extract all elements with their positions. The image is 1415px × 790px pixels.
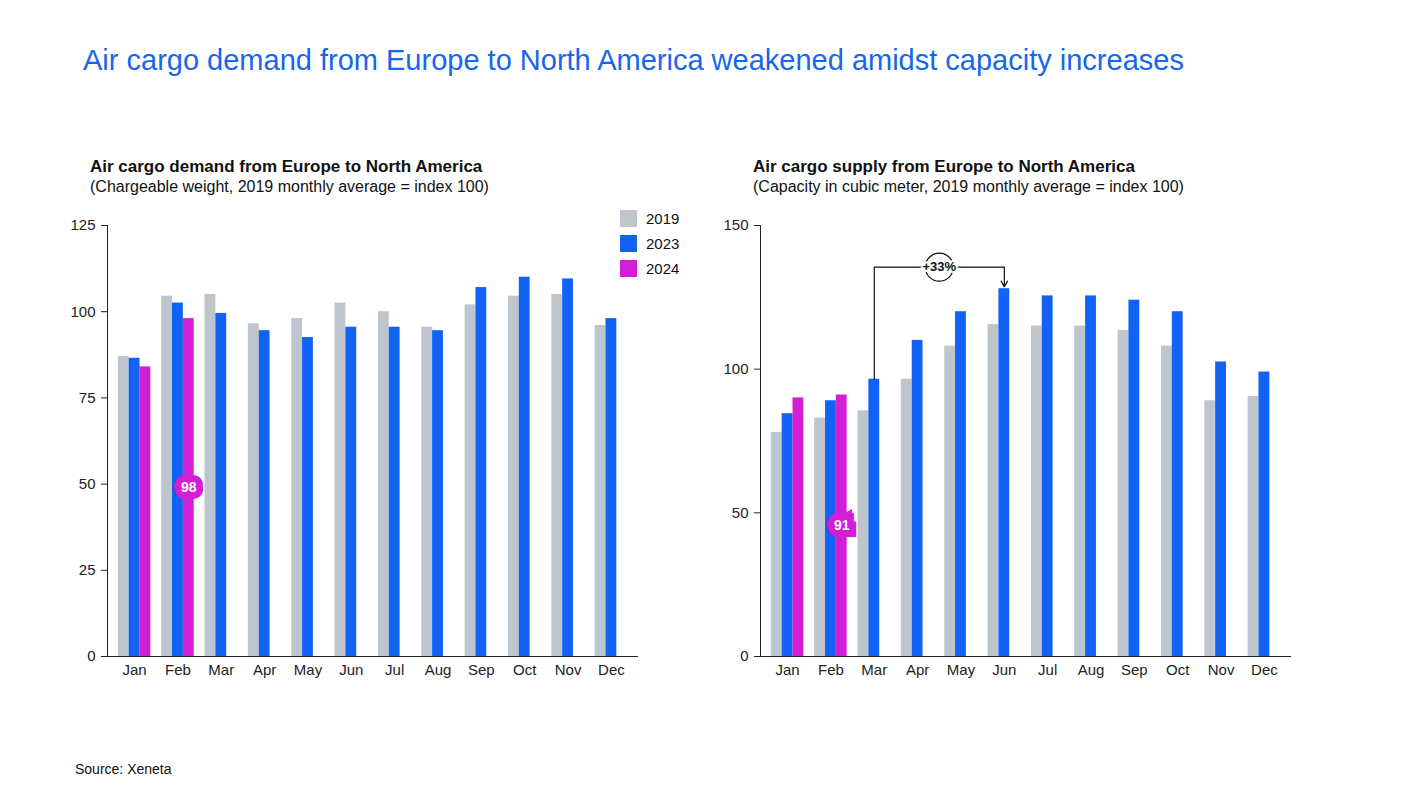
svg-text:Jan: Jan bbox=[122, 661, 146, 678]
svg-text:150: 150 bbox=[723, 216, 748, 233]
svg-text:125: 125 bbox=[70, 216, 95, 233]
svg-text:75: 75 bbox=[79, 389, 96, 406]
svg-text:Feb: Feb bbox=[818, 661, 844, 678]
svg-text:+33%: +33% bbox=[922, 259, 956, 274]
svg-text:Apr: Apr bbox=[253, 661, 276, 678]
html-text:Air cargo supply from Europe t: Air cargo supply from Europe to North Am… bbox=[753, 157, 1135, 176]
svg-text:Aug: Aug bbox=[425, 661, 452, 678]
svg-text:Nov: Nov bbox=[555, 661, 582, 678]
svg-text:25: 25 bbox=[79, 561, 96, 578]
svg-text:0: 0 bbox=[740, 647, 748, 664]
svg-text:91: 91 bbox=[834, 517, 850, 533]
svg-text:Jul: Jul bbox=[385, 661, 404, 678]
svg-text:Aug: Aug bbox=[1078, 661, 1105, 678]
svg-text:Apr: Apr bbox=[906, 661, 929, 678]
svg-text:Sep: Sep bbox=[468, 661, 495, 678]
svg-text:Feb: Feb bbox=[165, 661, 191, 678]
svg-text:May: May bbox=[947, 661, 976, 678]
svg-text:Jun: Jun bbox=[339, 661, 363, 678]
html-text:(Chargeable weight, 2019 month: (Chargeable weight, 2019 monthly average… bbox=[90, 178, 489, 195]
svg-text:Dec: Dec bbox=[1251, 661, 1278, 678]
html-text:2023: 2023 bbox=[646, 235, 680, 252]
svg-text:98: 98 bbox=[181, 479, 197, 495]
html-text:Air cargo demand from Europe t: Air cargo demand from Europe to North Am… bbox=[83, 44, 1184, 76]
svg-text:Oct: Oct bbox=[1166, 661, 1190, 678]
html-text:Source: Xeneta: Source: Xeneta bbox=[75, 761, 172, 777]
svg-text:0: 0 bbox=[87, 647, 95, 664]
svg-text:Mar: Mar bbox=[208, 661, 234, 678]
html-text:2019: 2019 bbox=[646, 210, 680, 227]
svg-text:100: 100 bbox=[70, 303, 95, 320]
html-text:(Capacity in cubic meter, 2019: (Capacity in cubic meter, 2019 monthly a… bbox=[753, 178, 1184, 195]
svg-text:50: 50 bbox=[79, 475, 96, 492]
svg-text:Jan: Jan bbox=[775, 661, 799, 678]
svg-text:100: 100 bbox=[723, 360, 748, 377]
svg-text:Oct: Oct bbox=[513, 661, 537, 678]
svg-text:Nov: Nov bbox=[1208, 661, 1235, 678]
svg-text:Mar: Mar bbox=[861, 661, 887, 678]
html-text:Air cargo demand from Europe t: Air cargo demand from Europe to North Am… bbox=[90, 157, 483, 176]
svg-text:Jul: Jul bbox=[1038, 661, 1057, 678]
svg-text:Sep: Sep bbox=[1121, 661, 1148, 678]
svg-text:Jun: Jun bbox=[992, 661, 1016, 678]
svg-text:May: May bbox=[294, 661, 323, 678]
svg-text:Dec: Dec bbox=[598, 661, 625, 678]
svg-text:50: 50 bbox=[732, 504, 749, 521]
html-text:2024: 2024 bbox=[646, 260, 680, 277]
